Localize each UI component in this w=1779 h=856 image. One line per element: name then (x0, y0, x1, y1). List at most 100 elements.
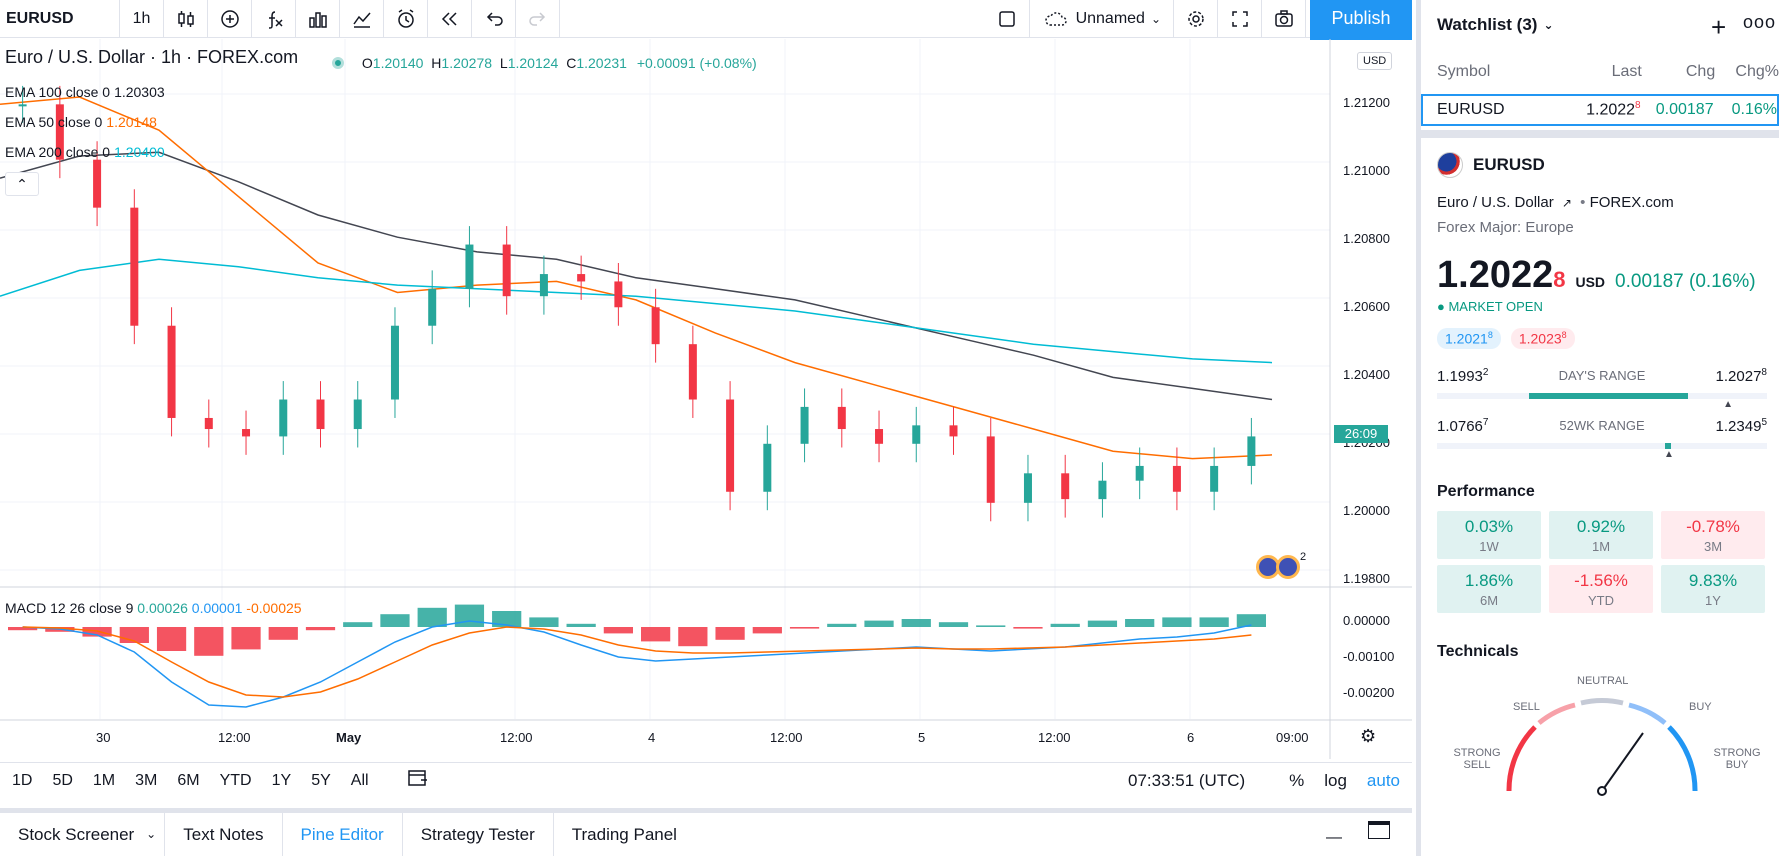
day-low-main: 1.1993 (1437, 367, 1483, 385)
details-exchange[interactable]: FOREX.com (1589, 194, 1674, 211)
status-dot-icon (332, 57, 344, 69)
indicator-ema50[interactable]: EMA 50 close 0 1.20148 (5, 114, 157, 130)
range-ytd[interactable]: YTD (219, 771, 252, 789)
indicator-label: EMA 100 close 0 (5, 84, 111, 100)
auto-scale-toggle[interactable]: auto (1366, 770, 1400, 790)
indicator-value: 1.20148 (106, 114, 157, 130)
camera-icon[interactable] (1262, 0, 1306, 38)
range-all[interactable]: All (350, 771, 369, 789)
day-high-sup: 8 (1761, 366, 1767, 378)
macd-hist-bar (305, 627, 336, 631)
candle-body (688, 344, 697, 400)
log-scale-toggle[interactable]: log (1324, 770, 1347, 790)
macd-legend[interactable]: MACD 12 26 close 9 0.00026 0.00001 -0.00… (5, 600, 302, 616)
range-1d[interactable]: 1D (12, 771, 33, 789)
indicator-ema200[interactable]: EMA 200 close 0 1.20400 (5, 144, 165, 160)
macd-hist-bar (1050, 623, 1080, 627)
tab-pine-editor[interactable]: Pine Editor (283, 813, 403, 856)
indicator-ema100[interactable]: EMA 100 close 0 1.20303 (5, 84, 165, 100)
events-badge[interactable]: 2 (1256, 551, 1306, 579)
gauge-strong-sell: STRONG SELL (1453, 746, 1501, 771)
open-label: O (361, 55, 373, 71)
price-chart-canvas[interactable] (0, 39, 1412, 759)
bar-template-icon[interactable] (296, 0, 340, 38)
macd-hist-bar (715, 627, 745, 640)
gear-icon[interactable] (1174, 0, 1218, 38)
range-6m[interactable]: 6M (177, 771, 200, 789)
fullscreen-icon[interactable] (1218, 0, 1262, 38)
range-5d[interactable]: 5D (52, 771, 73, 789)
macd-hist-bar (8, 627, 38, 631)
publish-button[interactable]: Publish (1310, 0, 1412, 40)
tab-text-notes[interactable]: Text Notes (165, 813, 283, 856)
technicals-gauge[interactable]: STRONG SELL SELL NEUTRAL BUY STRONG BUY (1437, 661, 1767, 811)
watchlist-row[interactable]: EURUSD 1.20228 0.00187 0.16% (1421, 94, 1779, 126)
currency-tag[interactable]: USD (1357, 52, 1393, 70)
fx-icon[interactable] (252, 0, 296, 38)
row-last-main: 1.2022 (1586, 101, 1636, 119)
details-name[interactable]: Euro / U.S. Dollar (1437, 194, 1554, 211)
alarm-icon[interactable] (384, 0, 428, 38)
candle-body (167, 325, 176, 418)
collapse-legend-button[interactable]: ⌃ (5, 172, 39, 196)
details-category[interactable]: Forex Major: Europe (1437, 219, 1574, 236)
range-1m[interactable]: 1M (92, 771, 116, 789)
col-chg[interactable]: Chg (1685, 63, 1716, 80)
symbol-details: EURUSD Euro / U.S. Dollar ↗ • FOREX.com … (1421, 152, 1779, 811)
performance-cell-1w[interactable]: 0.03% 1W (1437, 510, 1541, 559)
layout-menu[interactable]: Unnamed ⌄ (1030, 0, 1174, 38)
add-symbol-icon[interactable]: + (1711, 12, 1727, 42)
undo-icon[interactable] (472, 0, 516, 38)
line-chart-icon[interactable] (340, 0, 384, 38)
bid-main: 1.2021 (1445, 330, 1488, 347)
performance-cell-ytd[interactable]: -1.56% YTD (1549, 564, 1653, 613)
range-5y[interactable]: 5Y (311, 771, 331, 789)
candle-body (242, 429, 251, 437)
macd-hist-bar (678, 627, 708, 647)
watchlist-title[interactable]: Watchlist (3) (1437, 15, 1538, 34)
square-icon[interactable] (986, 0, 1030, 38)
redo-icon[interactable] (516, 0, 560, 38)
performance-cell-1m[interactable]: 0.92% 1M (1549, 510, 1653, 559)
interval-button[interactable]: 1h (120, 0, 164, 38)
wk52-low-sup: 7 (1482, 416, 1489, 428)
range-3m[interactable]: 3M (135, 771, 158, 789)
maximize-panel-icon[interactable] (1368, 821, 1390, 839)
goto-date-calendar-icon[interactable] (407, 768, 429, 793)
watchlist-columns: Symbol Last Chg Chg% (1421, 50, 1779, 94)
range-1y[interactable]: 1Y (271, 771, 292, 789)
tab-trading-panel[interactable]: Trading Panel (571, 825, 677, 844)
time-axis-label: 12:00 (500, 730, 533, 745)
col-chgp[interactable]: Chg% (1735, 63, 1779, 80)
wk52-range-label: 52WK RANGE (1559, 418, 1645, 434)
percent-scale-toggle[interactable]: % (1289, 770, 1305, 790)
tab-stock-screener[interactable]: Stock Screener ⌄ (0, 813, 166, 856)
macd-label: MACD 12 26 close 9 (5, 600, 134, 616)
utc-clock[interactable]: 07:33:51 (UTC) (1128, 770, 1246, 790)
external-link-icon[interactable]: ↗ (1561, 196, 1572, 210)
minimize-panel-icon[interactable]: — (1326, 829, 1342, 846)
symbol-search[interactable]: EURUSD (0, 0, 120, 38)
performance-cell-3m[interactable]: -0.78% 3M (1661, 510, 1765, 559)
performance-period: 1Y (1705, 592, 1721, 608)
more-options-icon[interactable]: ooo (1743, 12, 1777, 32)
gauge-neutral: NEUTRAL (1577, 674, 1629, 687)
details-symbol[interactable]: EURUSD (1473, 155, 1545, 174)
macd-hist-bar (566, 623, 596, 627)
performance-cell-6m[interactable]: 1.86% 6M (1437, 564, 1541, 613)
performance-cell-1y[interactable]: 9.83% 1Y (1661, 564, 1765, 613)
wk52-range-bar: ▲ (1437, 442, 1767, 460)
candles-icon[interactable] (164, 0, 208, 38)
price-axis-label: 1.20400 (1343, 367, 1390, 382)
tab-strategy-tester[interactable]: Strategy Tester (403, 813, 554, 856)
replay-icon[interactable] (428, 0, 472, 38)
col-symbol[interactable]: Symbol (1437, 63, 1491, 80)
candle-body (18, 104, 27, 107)
chevron-down-icon[interactable]: ⌄ (1543, 18, 1554, 32)
col-last[interactable]: Last (1611, 63, 1642, 80)
macd-hist-bar (752, 627, 782, 634)
time-axis-label: 4 (648, 730, 656, 745)
add-indicator-icon[interactable] (208, 0, 252, 38)
macd-hist-bar (789, 627, 820, 629)
axis-settings-gear-icon[interactable]: ⚙ (1360, 726, 1377, 746)
